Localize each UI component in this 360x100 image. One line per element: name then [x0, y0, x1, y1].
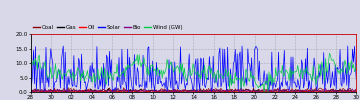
Legend: Coal, Gas, Oil, Solar, Bio, Wind (GW): Coal, Gas, Oil, Solar, Bio, Wind (GW): [33, 25, 182, 30]
